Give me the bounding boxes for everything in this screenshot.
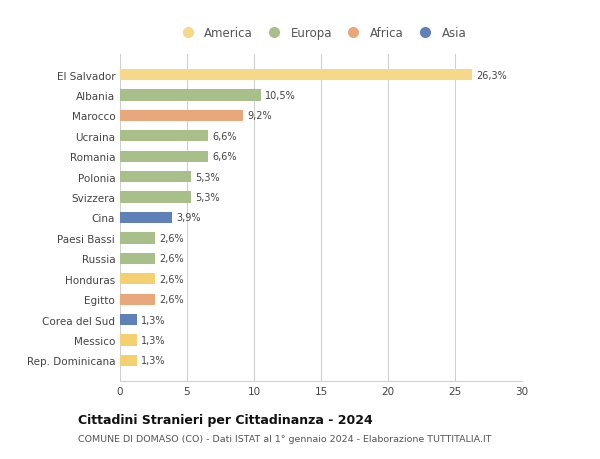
Bar (120, 90, 260, 101)
Legend: America, Europa, Africa, Asia: America, Europa, Africa, Asia (171, 22, 471, 44)
Bar (120, 314, 137, 325)
Bar (120, 253, 155, 264)
Bar (120, 151, 208, 162)
Bar (120, 192, 191, 203)
Bar (120, 131, 208, 142)
Text: 5,3%: 5,3% (195, 193, 220, 203)
Bar (120, 70, 472, 81)
Text: COMUNE DI DOMASO (CO) - Dati ISTAT al 1° gennaio 2024 - Elaborazione TUTTITALIA.: COMUNE DI DOMASO (CO) - Dati ISTAT al 1°… (78, 434, 491, 443)
Text: 6,6%: 6,6% (212, 152, 237, 162)
Text: Cittadini Stranieri per Cittadinanza - 2024: Cittadini Stranieri per Cittadinanza - 2… (78, 413, 373, 426)
Bar (120, 355, 137, 366)
Bar (120, 172, 191, 183)
Text: 2,6%: 2,6% (159, 274, 184, 284)
Text: 2,6%: 2,6% (159, 295, 184, 304)
Bar (120, 233, 155, 244)
Text: 1,3%: 1,3% (142, 335, 166, 345)
Text: 5,3%: 5,3% (195, 172, 220, 182)
Text: 10,5%: 10,5% (265, 91, 295, 101)
Text: 6,6%: 6,6% (212, 132, 237, 141)
Text: 2,6%: 2,6% (159, 254, 184, 264)
Bar (120, 274, 155, 285)
Bar (120, 111, 243, 122)
Text: 1,3%: 1,3% (142, 356, 166, 365)
Bar (120, 213, 172, 224)
Text: 3,9%: 3,9% (176, 213, 201, 223)
Text: 1,3%: 1,3% (142, 315, 166, 325)
Text: 26,3%: 26,3% (476, 71, 507, 80)
Text: 2,6%: 2,6% (159, 233, 184, 243)
Bar (120, 335, 137, 346)
Bar (120, 294, 155, 305)
Text: 9,2%: 9,2% (247, 111, 272, 121)
